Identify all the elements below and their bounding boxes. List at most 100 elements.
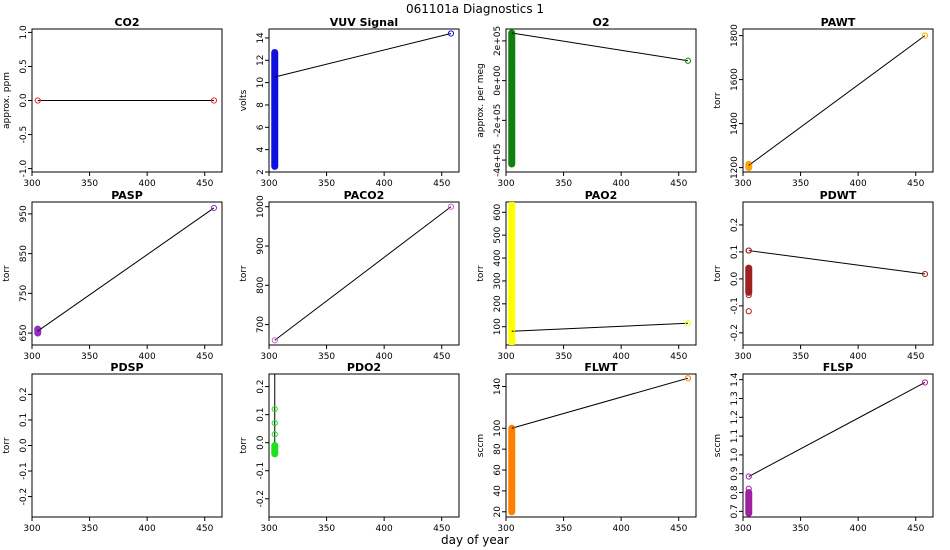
cluster-point [508, 300, 515, 307]
cluster-point [508, 506, 515, 513]
y-tick-label: 650 [19, 324, 29, 341]
data-point [684, 320, 692, 327]
cluster-point [508, 35, 515, 42]
cluster-point [271, 61, 278, 68]
cluster-point [508, 437, 515, 444]
data-point [210, 97, 218, 104]
y-tick-label: 1.2 [730, 410, 740, 424]
cluster-point [508, 431, 515, 438]
cluster-point [745, 291, 752, 299]
x-tick-label: 350 [318, 179, 335, 189]
cluster-point [508, 306, 515, 313]
x-tick-label: 400 [850, 179, 867, 189]
cluster-point [508, 258, 515, 265]
y-tick-label: 1800 [730, 24, 740, 47]
data-point [508, 328, 515, 335]
cluster-point [508, 45, 515, 52]
cluster-point [745, 286, 752, 293]
cluster-point [508, 246, 515, 253]
cluster-point [508, 321, 515, 328]
data-layer [508, 375, 692, 516]
cluster-point [271, 154, 278, 161]
cluster-point [508, 446, 515, 453]
y-tick-label: 750 [19, 285, 29, 302]
series-line [511, 322, 688, 332]
y-tick-label: 400 [493, 249, 503, 266]
cluster-point [271, 160, 278, 167]
panel-paco2: PACO2 300 350 400 450 700 800 900 1000 torr [239, 189, 460, 362]
y-tick-label: 900 [256, 237, 266, 254]
cluster-point [508, 270, 515, 277]
cluster-point [508, 330, 515, 337]
cluster-point [508, 85, 515, 92]
cluster-point [508, 77, 515, 84]
y-tick-label: 0.2 [256, 379, 266, 393]
x-tick-label: 400 [139, 352, 156, 362]
plot-frame [268, 28, 460, 173]
panel-title: CO2 [114, 16, 139, 29]
x-tick-label: 450 [907, 524, 924, 534]
cluster-point [508, 131, 515, 138]
data-point [921, 32, 929, 39]
data-layer [508, 29, 692, 168]
series-line [748, 250, 926, 275]
x-tick-label: 450 [670, 524, 687, 534]
y-tick-label: 1.0 [19, 25, 29, 40]
x-tick-label: 400 [376, 524, 393, 534]
panel-title: PAWT [821, 16, 856, 29]
y-axis-label: torr [713, 92, 723, 109]
plot-frame [742, 28, 934, 173]
cluster-point [271, 106, 278, 113]
y-axis-label: sccm [713, 434, 723, 457]
cluster-point [271, 151, 278, 158]
y-tick-label: 700 [256, 316, 266, 333]
cluster-point [508, 279, 515, 286]
cluster-point [508, 107, 515, 114]
cluster-point [271, 127, 278, 134]
cluster-point [508, 315, 515, 322]
cluster-point [508, 216, 515, 223]
plot-frame [31, 373, 223, 518]
y-tick-label: 0.2 [19, 387, 29, 401]
plot-frame [505, 201, 697, 346]
cluster-point [271, 100, 278, 107]
cluster-point [508, 276, 515, 283]
data-point [34, 327, 41, 335]
cluster-point [271, 49, 278, 56]
cluster-point [271, 91, 278, 98]
cluster-point [508, 38, 515, 45]
cluster-point [745, 268, 752, 275]
cluster-point [508, 140, 515, 147]
cluster-point [508, 255, 515, 262]
x-tick-label: 300 [260, 524, 277, 534]
y-tick-label: 1.4 [730, 372, 740, 387]
x-tick-label: 400 [376, 179, 393, 189]
cluster-point [508, 213, 515, 220]
x-tick-label: 300 [734, 524, 751, 534]
cluster-point [508, 485, 515, 492]
x-tick-label: 300 [260, 352, 277, 362]
data-point [447, 30, 455, 37]
cluster-point [271, 88, 278, 95]
x-tick-label: 300 [734, 352, 751, 362]
cluster-point [508, 222, 515, 229]
cluster-point [271, 94, 278, 101]
cluster-point [271, 145, 278, 152]
cluster-point [508, 234, 515, 241]
panel-co2: CO2 300 350 400 450 -1.0 -0.5 0.0 0.5 1.0 approx. … [2, 16, 223, 189]
x-tick-label: 400 [613, 179, 630, 189]
cluster-point [508, 285, 515, 292]
cluster-point [745, 289, 752, 296]
cluster-point [508, 41, 515, 48]
cluster-point [271, 103, 278, 110]
cluster-point [508, 158, 515, 165]
y-axis-label: torr [2, 437, 12, 454]
x-tick-label: 350 [318, 524, 335, 534]
cluster-point [508, 312, 515, 319]
x-tick-label: 450 [196, 179, 213, 189]
cluster-point [508, 160, 515, 168]
data-layer [34, 204, 218, 337]
cluster-point [508, 336, 515, 343]
cluster-point [508, 134, 515, 141]
